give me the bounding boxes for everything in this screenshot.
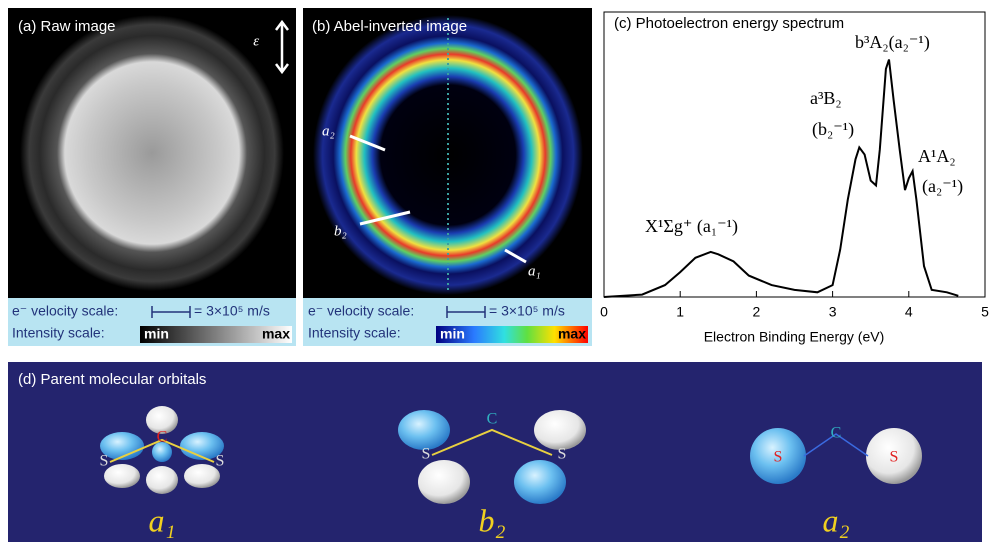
annotation: a³B₂: [810, 88, 842, 108]
ring-label: a₁: [528, 263, 541, 279]
intensity-min: min: [440, 326, 465, 342]
velocity-label: e⁻ velocity scale:: [308, 303, 414, 319]
atom-label: S: [890, 449, 899, 466]
x-tick-label: 1: [676, 304, 684, 320]
chart-title: (c) Photoelectron energy spectrum: [614, 15, 844, 32]
annotation: X¹Σg⁺ (a₁⁻¹): [645, 216, 738, 237]
panel-title: (b) Abel-inverted image: [312, 18, 467, 35]
orbital-label: a₁: [148, 502, 175, 538]
atom-label: S: [216, 453, 225, 470]
atom-label: C: [831, 425, 842, 442]
orbital-lobe: [418, 460, 470, 504]
atom-label: C: [157, 429, 168, 446]
panel-title: (a) Raw image: [18, 18, 116, 35]
x-tick-label: 3: [829, 304, 837, 320]
panel-title: (d) Parent molecular orbitals: [18, 371, 206, 388]
intensity-label: Intensity scale:: [308, 325, 401, 341]
intensity-max: max: [558, 326, 586, 342]
polarization-label: ε⃗: [253, 33, 271, 49]
velocity-label: e⁻ velocity scale:: [12, 303, 118, 319]
intensity-label: Intensity scale:: [12, 325, 105, 341]
orbital-label: a₂: [822, 502, 849, 538]
raw-image: [20, 15, 284, 291]
velocity-value: = 3×10⁵ m/s: [194, 303, 270, 319]
spectrum-line: [604, 60, 958, 298]
x-tick-label: 2: [753, 304, 761, 320]
atom-label: S: [422, 446, 431, 463]
intensity-max: max: [262, 326, 290, 342]
orbital-lobe: [398, 410, 450, 450]
annotation: b³A₂(a₂⁻¹): [855, 32, 930, 53]
x-axis-label: Electron Binding Energy (eV): [704, 329, 885, 345]
atom-label: S: [558, 446, 567, 463]
orbital-lobe: [534, 410, 586, 450]
annotation: A¹A₂: [918, 146, 956, 166]
x-tick-label: 5: [981, 304, 989, 320]
ring-label: a₂: [322, 123, 335, 139]
orbital-lobe: [514, 460, 566, 504]
orbital-lobe: [146, 466, 178, 494]
atom-label: S: [774, 449, 783, 466]
ring-label: b₂: [334, 223, 347, 239]
x-tick-label: 4: [905, 304, 913, 320]
figure: (a) Raw image ε⃗ e⁻ velocity scale: = 3×…: [0, 0, 990, 549]
orbital-label: b₂: [478, 502, 505, 538]
atom-label: C: [487, 411, 498, 428]
atom-label: S: [100, 453, 109, 470]
annotation: (a₂⁻¹): [922, 176, 963, 197]
orbital-lobe: [104, 464, 140, 488]
velocity-value: = 3×10⁵ m/s: [489, 303, 565, 319]
spectrum-chart: (c) Photoelectron energy spectrum Electr…: [600, 12, 989, 345]
x-tick-label: 0: [600, 304, 608, 320]
intensity-min: min: [144, 326, 169, 342]
annotation: (b₂⁻¹): [812, 119, 854, 140]
